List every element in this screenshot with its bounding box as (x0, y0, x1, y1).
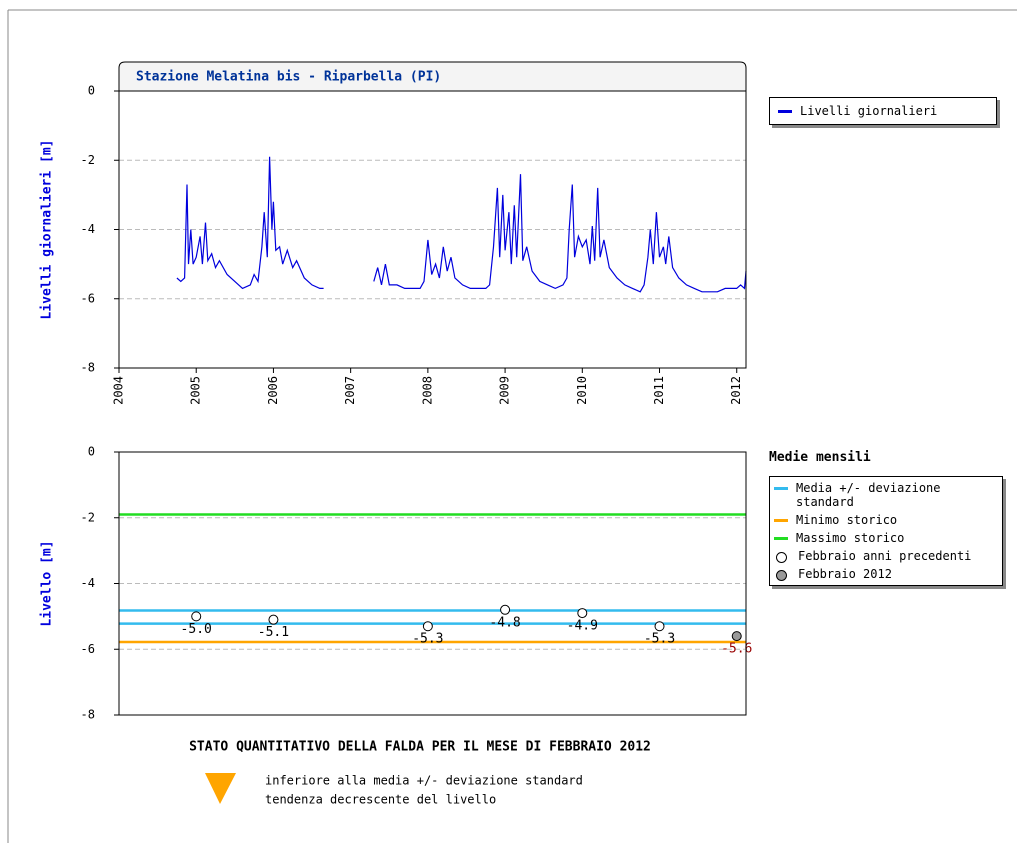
legend-label: Febbraio anni precedenti (798, 549, 972, 563)
status-icon (205, 773, 236, 804)
legend-label: Febbraio 2012 (798, 567, 892, 581)
x-tick-label: 2006 (266, 376, 280, 405)
legend-label: Minimo storico (796, 513, 898, 527)
y-tick-label: -6 (81, 291, 95, 305)
y-tick-label: -2 (81, 510, 95, 524)
legend-item: Minimo storico (770, 511, 1002, 529)
point (577, 608, 588, 619)
point-label: -5.6 (721, 642, 752, 657)
x-tick-label: 2010 (575, 376, 589, 405)
point (654, 621, 665, 632)
legend-item: Media +/- deviazione standard (770, 479, 1002, 511)
x-tick-label: 2005 (189, 376, 203, 405)
legend-title: Medie mensili (769, 450, 871, 465)
legend-swatch (774, 519, 788, 522)
point-label: -5.1 (258, 625, 289, 640)
legend: Media +/- deviazione standard Minimo stor… (769, 476, 1003, 586)
point (731, 631, 742, 642)
status-line: inferiore alla media +/- deviazione stan… (265, 774, 583, 788)
status-title: STATO QUANTITATIVO DELLA FALDA PER IL ME… (189, 740, 651, 755)
y-tick-label: -2 (81, 153, 95, 167)
title-tab (118, 61, 747, 92)
x-tick-label: 2009 (498, 376, 512, 405)
point (191, 611, 202, 622)
legend-item: Massimo storico (770, 529, 1002, 547)
y-tick-label: 0 (88, 445, 95, 459)
point-label: -5.3 (412, 632, 443, 647)
legend-item: Febbraio anni precedenti (770, 547, 1002, 565)
legend-marker (776, 570, 787, 581)
legend-label: Livelli giornalieri (800, 104, 938, 118)
legend-item: Febbraio 2012 (770, 565, 1002, 583)
y-axis-label: Livello [m] (40, 540, 55, 626)
legend-label: Media +/- deviazione standard (796, 481, 941, 509)
x-tick-label: 2008 (420, 376, 434, 405)
x-tick-label: 2011 (652, 376, 666, 405)
y-tick-label: -8 (81, 708, 95, 722)
line-series (176, 156, 747, 293)
point-label: -5.0 (181, 622, 212, 637)
chart-title: Stazione Melatina bis - Riparbella (PI) (136, 70, 441, 85)
legend-label: Massimo storico (796, 531, 905, 545)
point (268, 614, 279, 625)
point (422, 621, 433, 632)
plot-frame (118, 451, 747, 716)
y-tick-label: -6 (81, 642, 95, 656)
y-tick-label: 0 (88, 84, 95, 98)
y-tick-label: -4 (81, 222, 95, 236)
legend-swatch (774, 537, 788, 540)
y-tick-label: -4 (81, 576, 95, 590)
point-label: -5.3 (644, 632, 675, 647)
legend-item: Livelli giornalieri (770, 98, 996, 124)
x-tick-label: 2012 (729, 376, 743, 405)
legend-marker (776, 552, 787, 563)
point-label: -4.9 (567, 619, 598, 634)
y-axis-label: Livelli giornalieri [m] (40, 139, 55, 319)
legend-swatch (778, 110, 792, 113)
plot-frame (118, 90, 747, 369)
x-tick-label: 2007 (343, 376, 357, 405)
y-tick-label: -8 (81, 361, 95, 375)
legend-swatch (774, 487, 788, 490)
x-tick-label: 2004 (112, 376, 126, 405)
status-line: tendenza decrescente del livello (265, 793, 496, 807)
point (500, 604, 511, 615)
legend: Livelli giornalieri (769, 97, 997, 125)
point-label: -4.8 (489, 615, 520, 630)
